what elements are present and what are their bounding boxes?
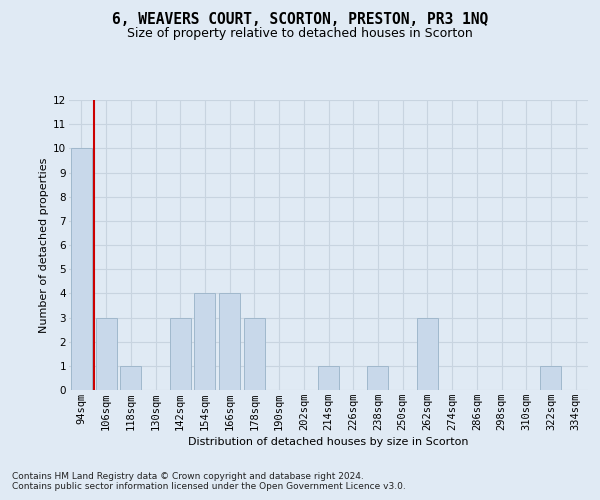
Y-axis label: Number of detached properties: Number of detached properties	[39, 158, 49, 332]
Bar	[71, 148, 92, 390]
Text: Contains HM Land Registry data © Crown copyright and database right 2024.: Contains HM Land Registry data © Crown c…	[12, 472, 364, 481]
Bar	[120, 366, 141, 390]
Bar	[194, 294, 215, 390]
Bar	[219, 294, 240, 390]
Bar	[541, 366, 562, 390]
Bar	[170, 318, 191, 390]
Bar	[417, 318, 438, 390]
Bar	[318, 366, 339, 390]
Bar	[95, 318, 116, 390]
Bar	[367, 366, 388, 390]
Bar	[244, 318, 265, 390]
Text: Size of property relative to detached houses in Scorton: Size of property relative to detached ho…	[127, 28, 473, 40]
Text: 6, WEAVERS COURT, SCORTON, PRESTON, PR3 1NQ: 6, WEAVERS COURT, SCORTON, PRESTON, PR3 …	[112, 12, 488, 28]
X-axis label: Distribution of detached houses by size in Scorton: Distribution of detached houses by size …	[188, 437, 469, 447]
Text: Contains public sector information licensed under the Open Government Licence v3: Contains public sector information licen…	[12, 482, 406, 491]
